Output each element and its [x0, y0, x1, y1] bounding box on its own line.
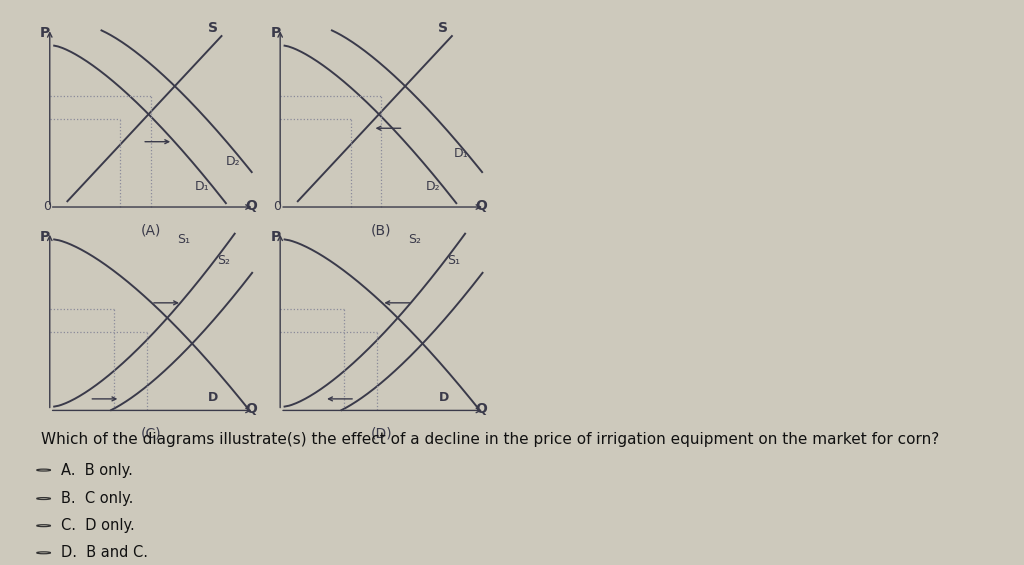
Text: S₂: S₂	[217, 254, 230, 267]
Text: (A): (A)	[141, 223, 161, 237]
Text: C.  D only.: C. D only.	[60, 518, 134, 533]
Text: D₁: D₁	[195, 180, 210, 193]
Text: P: P	[270, 27, 281, 41]
Text: P: P	[40, 230, 50, 244]
Text: (C): (C)	[140, 427, 162, 441]
Text: 0: 0	[43, 200, 51, 213]
Text: Q: Q	[475, 402, 487, 416]
Text: S₁: S₁	[177, 233, 190, 246]
Text: S₁: S₁	[447, 254, 461, 267]
Text: (B): (B)	[371, 223, 392, 237]
Text: D₂: D₂	[226, 155, 241, 168]
Text: S: S	[438, 21, 449, 35]
Text: B.  C only.: B. C only.	[60, 491, 133, 506]
Text: Q: Q	[475, 199, 487, 213]
Text: Q: Q	[245, 402, 257, 416]
Text: P: P	[270, 230, 281, 244]
Text: D: D	[438, 391, 449, 404]
Text: S₂: S₂	[408, 233, 421, 246]
Text: S: S	[208, 21, 218, 35]
Text: Which of the diagrams illustrate(s) the effect of a decline in the price of irri: Which of the diagrams illustrate(s) the …	[41, 432, 939, 447]
Text: D₂: D₂	[426, 180, 440, 193]
Text: D₁: D₁	[454, 147, 469, 160]
Text: D.  B and C.: D. B and C.	[60, 545, 147, 560]
Text: D: D	[208, 391, 218, 404]
Text: A.  B only.: A. B only.	[60, 463, 132, 477]
Text: 0: 0	[273, 200, 282, 213]
Text: Q: Q	[245, 199, 257, 213]
Text: (D): (D)	[371, 427, 392, 441]
Text: P: P	[40, 27, 50, 41]
